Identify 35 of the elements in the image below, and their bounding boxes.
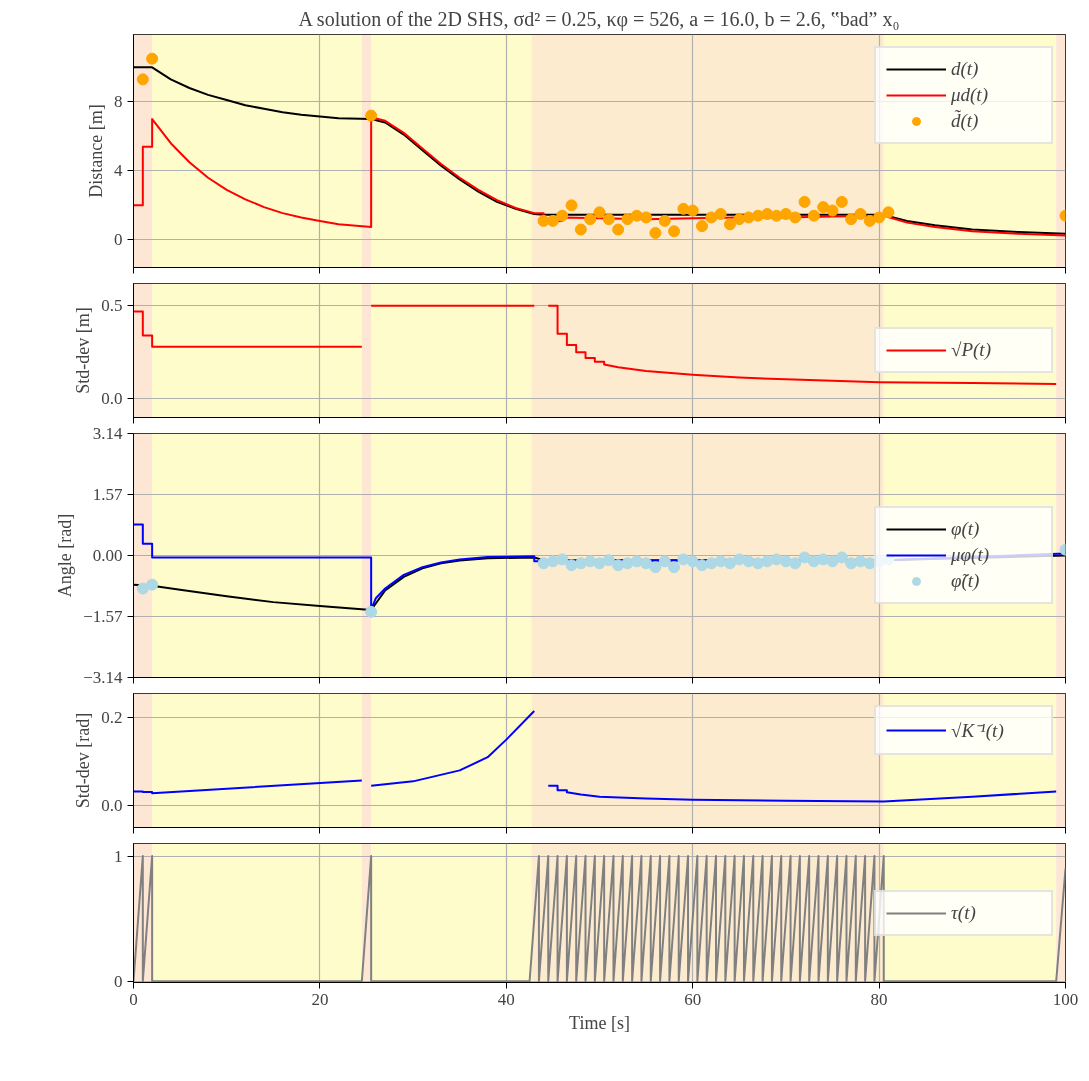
- x-tick-label: 100: [1052, 989, 1079, 1009]
- x-tick-label: 20: [311, 989, 329, 1009]
- legend-label: √P(t): [951, 339, 992, 361]
- x-tick-label: 40: [497, 989, 515, 1009]
- y-tick-label: 0.0: [101, 796, 123, 816]
- y-tick-label: 1: [114, 846, 123, 866]
- y-tick-label: 1.57: [92, 485, 123, 504]
- y-tick-label: 0.2: [101, 708, 123, 728]
- y-tick-label: −1.57: [83, 607, 123, 626]
- y-tick-label: 0.5: [101, 296, 123, 316]
- legend-label: μd(t): [951, 84, 989, 106]
- y-tick-label: 3.14: [92, 424, 123, 443]
- y-tick-label: 0: [114, 971, 123, 991]
- legend-label: τ(t): [951, 901, 977, 924]
- y-tick-label: −3.14: [83, 668, 123, 687]
- y-tick-label: 0.00: [92, 546, 123, 565]
- legend-label: φ(t): [951, 518, 981, 540]
- y-axis-title: Std-dev [rad]: [73, 712, 94, 809]
- x-tick-label: 0: [129, 989, 138, 1009]
- x-tick-label: 80: [870, 989, 888, 1009]
- legend-label: d(t): [951, 58, 980, 80]
- legend-label: √K⁻¹(t): [951, 719, 1005, 743]
- y-axis-title: Distance [m]: [86, 104, 106, 198]
- x-tick-label: 60: [684, 989, 702, 1009]
- legend-label: φ̃(t): [951, 570, 981, 592]
- y-tick-label: 8: [114, 92, 123, 112]
- chart-title: A solution of the 2D SHS, σd² = 0.25, κφ = 526, a = 16.0, b = 2.6, ‟bad” x₀: [298, 7, 900, 31]
- y-tick-label: 0.0: [101, 389, 123, 409]
- y-axis-title: Std-dev [m]: [73, 307, 94, 394]
- y-axis-title: Angle [rad]: [55, 513, 76, 598]
- legend-label: d̃(t): [951, 110, 980, 132]
- legend-label: μφ(t): [951, 544, 990, 566]
- y-tick-label: 4: [114, 161, 123, 181]
- x-axis-title: Time [s]: [569, 1012, 630, 1033]
- y-tick-label: 0: [114, 230, 123, 250]
